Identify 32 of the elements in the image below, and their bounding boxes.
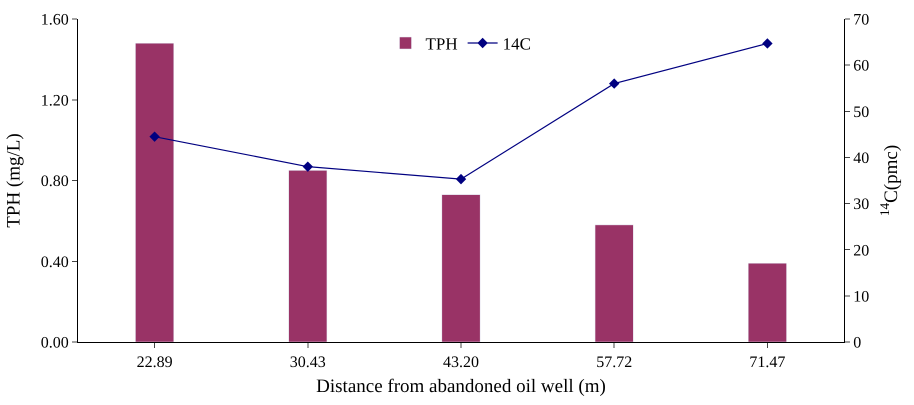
x-tick-label: 57.72 xyxy=(596,354,632,372)
point xyxy=(302,161,313,172)
y2-tick-label: 60 xyxy=(853,58,870,75)
bar xyxy=(594,224,634,342)
point xyxy=(609,78,620,89)
y2-tick-label: 20 xyxy=(853,242,870,260)
x-axis-title: Distance from abandoned oil well (m) xyxy=(316,376,606,397)
y-axis-title: TPH (mg/L) xyxy=(4,133,25,228)
y2-tick-label: 10 xyxy=(853,288,870,306)
point xyxy=(149,131,160,142)
y-tick-label: 0.00 xyxy=(40,334,69,352)
x-tick-label: 30.43 xyxy=(290,354,326,372)
x-tick-label: 71.47 xyxy=(749,354,786,372)
y2-tick-label: 30 xyxy=(853,196,870,214)
bar xyxy=(748,263,787,342)
y-tick-label: 0.80 xyxy=(40,173,69,190)
y2-tick-label: 50 xyxy=(853,104,870,121)
y2-tick-label: 70 xyxy=(853,12,870,29)
x-tick-label: 22.89 xyxy=(136,354,173,372)
x-tick-label: 43.20 xyxy=(443,354,479,372)
y-tick-label: 1.20 xyxy=(40,92,69,110)
legend-label: 14C xyxy=(502,34,531,54)
y2-tick-label: 0 xyxy=(853,334,862,352)
legend-label: TPH xyxy=(426,34,458,54)
bar xyxy=(442,194,480,342)
bar xyxy=(288,170,328,342)
y2-tick-label: 40 xyxy=(853,150,870,168)
y-tick-label: 1.60 xyxy=(40,12,69,29)
point xyxy=(456,174,466,184)
y-tick-label: 0.40 xyxy=(40,254,69,271)
bar xyxy=(135,42,174,342)
point xyxy=(762,38,773,49)
